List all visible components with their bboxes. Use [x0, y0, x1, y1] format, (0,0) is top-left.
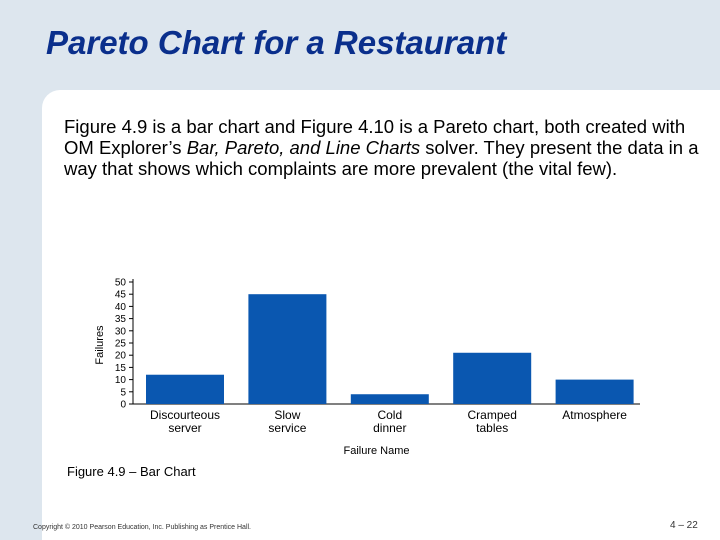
body-text-emphasis: Bar, Pareto, and Line Charts — [186, 137, 421, 158]
y-tick-label: 15 — [115, 363, 127, 374]
y-tick-label: 45 — [115, 290, 127, 301]
y-tick-label: 40 — [115, 302, 127, 313]
body-text-part-2: solver. They present the data in a way t… — [64, 137, 699, 179]
y-tick-label: 25 — [115, 339, 127, 350]
y-tick-label: 35 — [115, 314, 127, 325]
body-text-part-1: Figure 4.9 is a bar chart and Figure 4.1… — [64, 116, 686, 158]
y-tick-label: 50 — [115, 278, 127, 289]
body-text: Figure 4.9 is a bar chart and Figure 4.1… — [64, 116, 704, 179]
figure-caption: Figure 4.9 – Bar Chart — [67, 464, 196, 479]
content-panel — [42, 90, 720, 540]
slide-title: Pareto Chart for a Restaurant — [46, 24, 507, 61]
x-tick-label: Discourteous server — [150, 408, 220, 435]
y-tick-label: 5 — [120, 387, 126, 398]
y-axis-title: Failures — [94, 325, 106, 365]
x-tick-label: Cold dinner — [373, 408, 406, 435]
bar — [453, 352, 532, 404]
copyright-notice: Copyright © 2010 Pearson Education, Inc.… — [33, 524, 252, 531]
x-axis-title: Failure Name — [343, 445, 409, 457]
header-band — [0, 0, 720, 90]
bar — [555, 379, 634, 404]
x-tick-label: Atmosphere — [562, 408, 627, 422]
page-number: 4 – 22 — [670, 520, 698, 531]
y-tick-label: 0 — [120, 400, 126, 411]
bar — [248, 294, 327, 404]
y-tick-label: 20 — [115, 351, 127, 362]
x-tick-label: Slow service — [268, 408, 306, 435]
x-tick-label: Cramped tables — [468, 408, 517, 435]
bar — [146, 374, 224, 404]
bar — [350, 394, 429, 404]
y-tick-label: 10 — [115, 375, 127, 386]
y-tick-label: 30 — [115, 326, 127, 337]
